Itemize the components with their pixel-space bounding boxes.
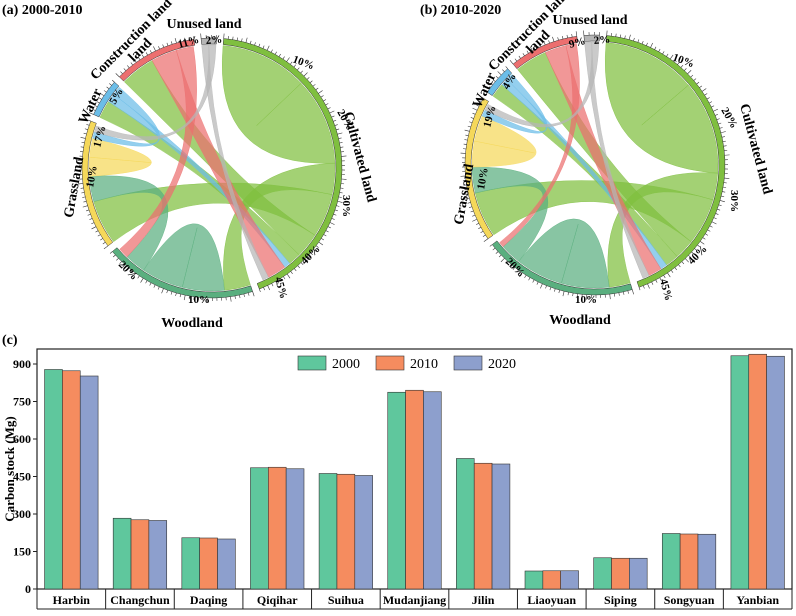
sector-label-woodland: Woodland [549, 313, 611, 328]
bar-liaoyuan-2020 [561, 571, 579, 589]
bar-harbin-2000 [45, 370, 63, 590]
bar-siping-2010 [611, 558, 629, 589]
bar-songyuan-2000 [662, 534, 680, 590]
bar-songyuan-2010 [680, 534, 698, 589]
y-tick-label: 900 [13, 357, 31, 371]
x-category-label-qiqihar: Qiqihar [257, 593, 298, 607]
bar-jilin-2000 [456, 459, 474, 590]
bar-changchun-2000 [113, 518, 131, 589]
bar-daqing-2000 [182, 538, 200, 589]
bar-siping-2000 [594, 558, 612, 589]
bar-jilin-2020 [492, 464, 510, 589]
bar-mudanjiang-2000 [388, 392, 406, 589]
legend-swatch-2000 [298, 356, 326, 370]
x-category-label-mudanjiang: Mudanjiang [383, 593, 446, 607]
bar-songyuan-2020 [698, 534, 716, 589]
legend-label-2020: 2020 [488, 357, 516, 372]
sector-label-unused-land: Unused land [166, 17, 241, 32]
legend-label-2010: 2010 [410, 357, 438, 372]
legend-label-2000: 2000 [332, 357, 360, 372]
x-category-label-changchun: Changchun [110, 593, 170, 607]
bar-liaoyuan-2010 [543, 571, 561, 589]
x-category-label-jilin: Jilin [472, 593, 495, 607]
panel-b-label: (b) 2010-2020 [420, 3, 501, 18]
bar-liaoyuan-2000 [525, 571, 543, 589]
sector-label-woodland: Woodland [161, 316, 223, 331]
bar-yanbian-2000 [731, 356, 749, 589]
sector-label-unused-land: Unused land [552, 13, 627, 28]
panel-a-label: (a) 2000-2010 [2, 3, 83, 18]
bar-jilin-2010 [474, 463, 492, 589]
bar-daqing-2020 [218, 539, 236, 589]
bar-changchun-2020 [149, 521, 167, 590]
bar-daqing-2010 [200, 538, 218, 589]
panel-c-label: (c) [2, 333, 18, 348]
bar-qiqihar-2010 [268, 467, 286, 589]
bar-mudanjiang-2010 [406, 390, 424, 589]
bar-qiqihar-2000 [250, 468, 268, 589]
y-tick-label: 0 [25, 582, 31, 596]
y-tick-label: 750 [13, 395, 31, 409]
legend-swatch-2020 [454, 356, 482, 370]
pct-unused-2: 2% [593, 34, 610, 47]
bar-changchun-2010 [131, 520, 149, 589]
pct-cultivated-30: 30% [340, 195, 352, 217]
bar-mudanjiang-2020 [423, 392, 441, 589]
x-category-label-suihua: Suihua [328, 593, 364, 607]
x-category-label-songyuan: Songyuan [664, 593, 715, 607]
bar-suihua-2000 [319, 474, 337, 590]
y-tick-label: 150 [13, 545, 31, 559]
x-category-label-siping: Siping [604, 593, 637, 607]
pct-cultivated-30: 30% [728, 190, 740, 212]
bar-harbin-2010 [62, 371, 80, 589]
pct-woodland-10: 10% [188, 294, 210, 306]
legend-swatch-2010 [376, 356, 404, 370]
y-axis-title: Carbon stock (Mg) [2, 416, 17, 521]
bar-siping-2020 [629, 558, 647, 589]
x-category-label-liaoyuan: Liaoyuan [527, 593, 576, 607]
bar-qiqihar-2020 [286, 469, 304, 589]
x-category-label-daqing: Daqing [190, 593, 227, 607]
bar-suihua-2010 [337, 474, 355, 589]
bar-yanbian-2020 [767, 356, 785, 589]
bar-suihua-2020 [355, 476, 373, 590]
bar-yanbian-2010 [749, 354, 767, 589]
x-category-label-yanbian: Yanbian [736, 593, 779, 607]
pct-unused-2: 2% [205, 34, 222, 47]
x-category-label-harbin: Harbin [53, 593, 91, 607]
bar-harbin-2020 [80, 376, 98, 589]
pct-woodland-10: 10% [575, 294, 597, 306]
